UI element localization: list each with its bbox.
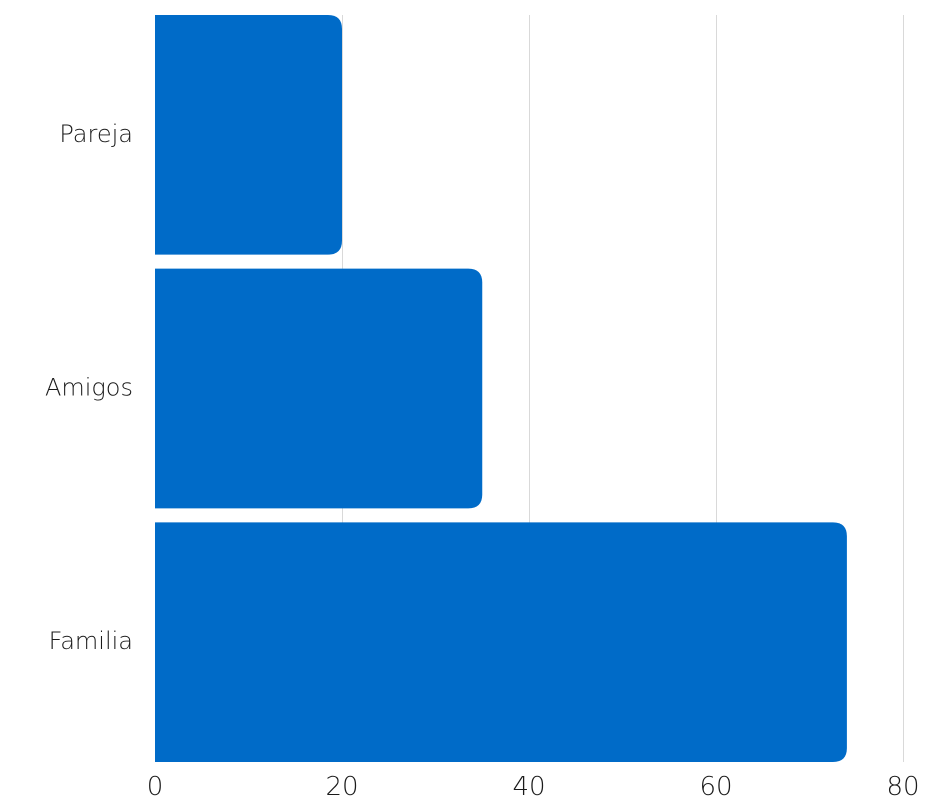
bars <box>155 15 847 762</box>
x-tick-label-20: 20 <box>325 772 358 800</box>
x-axis-tick-labels: 0 20 40 60 80 <box>147 772 920 800</box>
x-tick-label-40: 40 <box>512 772 545 800</box>
category-label-familia: Familia <box>49 627 133 655</box>
x-tick-label-60: 60 <box>699 772 732 800</box>
category-labels: Pareja Amigos Familia <box>45 120 133 655</box>
bar-pareja <box>155 15 342 255</box>
x-tick-label-80: 80 <box>886 772 919 800</box>
x-tick-label-0: 0 <box>147 772 164 800</box>
category-label-amigos: Amigos <box>45 374 133 402</box>
bar-familia <box>155 522 847 762</box>
category-label-pareja: Pareja <box>59 120 133 148</box>
bar-amigos <box>155 268 483 509</box>
